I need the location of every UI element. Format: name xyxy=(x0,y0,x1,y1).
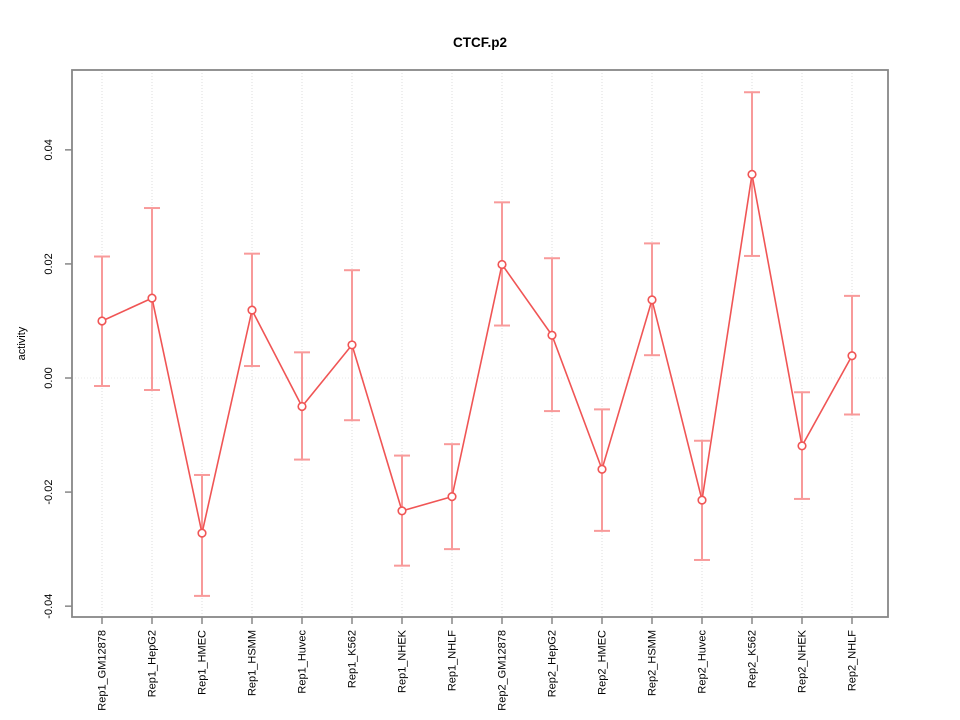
x-tick-label: Rep2_HepG2 xyxy=(547,630,559,697)
x-tick-label: Rep2_K562 xyxy=(747,630,759,688)
x-tick-label: Rep1_HSMM xyxy=(247,630,259,696)
x-tick-label: Rep1_K562 xyxy=(347,630,359,688)
chart-title: CTCF.p2 xyxy=(453,35,507,50)
x-tick-label: Rep2_NHLF xyxy=(847,630,859,691)
data-point xyxy=(347,340,357,350)
y-tick-label: 0.00 xyxy=(43,367,55,388)
y-tick-label: -0.04 xyxy=(43,594,55,619)
data-series xyxy=(94,91,860,597)
x-tick-label: Rep2_HSMM xyxy=(647,630,659,696)
x-tick-label: Rep2_GM12878 xyxy=(497,630,509,711)
x-tick-label: Rep1_Huvec xyxy=(297,630,309,694)
plot-border xyxy=(71,69,889,618)
series-line xyxy=(101,174,853,534)
y-tick-label: -0.02 xyxy=(43,480,55,505)
data-point xyxy=(497,259,507,270)
axes: -0.04 -0.02 0.00 0.02 0.04 Rep1_GM12878 Rep1_H… xyxy=(43,139,859,711)
x-tick-label: Rep1_HepG2 xyxy=(147,630,159,697)
y-axis-label: activity xyxy=(16,326,28,360)
data-point xyxy=(697,495,707,505)
y-tick-label: 0.02 xyxy=(43,253,55,274)
x-tick-label: Rep1_GM12878 xyxy=(97,630,109,711)
data-point xyxy=(747,169,757,179)
data-point xyxy=(847,351,857,361)
data-point xyxy=(797,441,807,451)
data-point xyxy=(547,330,557,340)
data-point xyxy=(197,528,207,538)
x-tick-label: Rep2_HMEC xyxy=(597,630,609,695)
data-point xyxy=(647,295,657,305)
data-point xyxy=(147,293,157,303)
x-tick-label: Rep1_NHLF xyxy=(447,630,459,691)
y-tick-label: 0.04 xyxy=(43,139,55,160)
x-tick-label: Rep1_HMEC xyxy=(197,630,209,695)
data-point xyxy=(597,464,607,474)
data-point xyxy=(297,401,307,412)
x-tick-label: Rep2_NHEK xyxy=(797,629,809,693)
data-point xyxy=(247,305,257,315)
data-point xyxy=(397,506,407,516)
gridlines xyxy=(72,70,888,617)
data-point xyxy=(97,316,107,326)
x-tick-label: Rep2_Huvec xyxy=(697,630,709,694)
data-point xyxy=(447,492,457,502)
x-tick-label: Rep1_NHEK xyxy=(397,629,409,693)
